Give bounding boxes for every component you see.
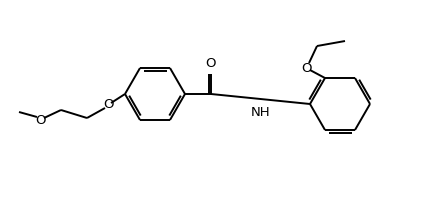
Text: NH: NH — [251, 106, 271, 119]
Text: O: O — [206, 57, 216, 70]
Text: O: O — [104, 98, 114, 110]
Text: O: O — [302, 61, 312, 75]
Text: O: O — [36, 113, 46, 127]
